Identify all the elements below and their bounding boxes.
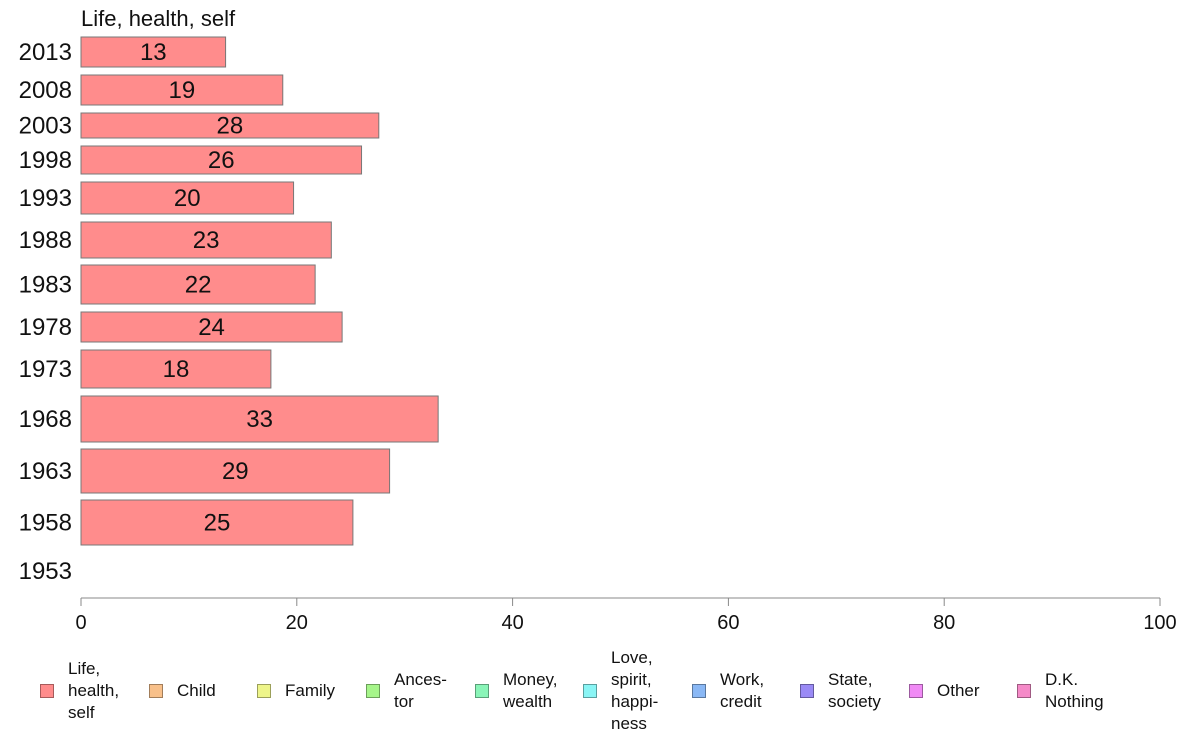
data-label: 24 bbox=[198, 314, 225, 341]
y-tick-label: 1968 bbox=[19, 406, 72, 433]
bar bbox=[80, 311, 343, 343]
bar-chart: 2013 13 2008 19 2003 28 1998 26 1993 20 1988 23 1983… bbox=[19, 36, 1177, 634]
legend-swatch bbox=[1017, 683, 1031, 698]
legend-label: Work, credit bbox=[720, 669, 765, 711]
legend-swatch bbox=[149, 683, 163, 698]
legend-label: State, society bbox=[828, 669, 881, 711]
legend-swatch bbox=[800, 683, 814, 698]
legend-item: Family bbox=[257, 645, 335, 736]
bar bbox=[80, 112, 380, 139]
bar bbox=[80, 448, 391, 494]
legend-swatch bbox=[583, 683, 597, 698]
legend-label: Love, spirit, happi- ness bbox=[611, 647, 659, 733]
data-label: 33 bbox=[246, 406, 273, 433]
bar bbox=[80, 181, 295, 215]
legend-swatch bbox=[40, 683, 54, 698]
legend-item: Child bbox=[149, 645, 216, 736]
bar bbox=[80, 36, 227, 68]
legend-item: Money, wealth bbox=[475, 645, 558, 736]
y-tick-label: 1953 bbox=[19, 558, 72, 585]
data-label: 22 bbox=[185, 272, 212, 299]
legend-swatch bbox=[909, 683, 923, 698]
bar bbox=[80, 499, 354, 546]
y-tick-label: 1963 bbox=[19, 458, 72, 485]
bar bbox=[80, 145, 363, 175]
x-tick-label: 80 bbox=[933, 612, 955, 634]
y-tick-label: 1983 bbox=[19, 272, 72, 299]
data-label: 29 bbox=[222, 458, 249, 485]
x-tick-label: 20 bbox=[286, 612, 308, 634]
legend-swatch bbox=[692, 683, 706, 698]
legend-label: Family bbox=[285, 680, 336, 700]
data-label: 23 bbox=[193, 227, 220, 254]
legend-label: Ances- tor bbox=[394, 669, 447, 711]
bar bbox=[80, 395, 439, 443]
bar bbox=[80, 349, 272, 389]
y-tick-label: 1978 bbox=[19, 314, 72, 341]
legend-label: Life, health, self bbox=[68, 658, 120, 722]
legend-item: Love, spirit, happi- ness bbox=[583, 645, 658, 736]
y-tick-label: 1993 bbox=[19, 185, 72, 212]
y-tick-label: 1973 bbox=[19, 356, 72, 383]
bar bbox=[80, 264, 316, 305]
data-label: 13 bbox=[140, 39, 167, 66]
data-label: 25 bbox=[204, 510, 231, 537]
legend-item: D.K. Nothing bbox=[1017, 645, 1104, 736]
y-tick-label: 1988 bbox=[19, 227, 72, 254]
bar bbox=[80, 221, 332, 259]
legend-item: State, society bbox=[800, 645, 881, 736]
legend-label: D.K. Nothing bbox=[1045, 669, 1104, 711]
legend-swatch bbox=[475, 683, 489, 698]
data-label: 20 bbox=[174, 185, 201, 212]
legend-label: Child bbox=[177, 680, 216, 700]
panel-title: Life, health, self bbox=[81, 6, 236, 31]
y-tick-label: 2008 bbox=[19, 77, 72, 104]
legend-swatch bbox=[366, 683, 380, 698]
legend-swatch bbox=[257, 683, 271, 698]
x-tick-label: 100 bbox=[1143, 612, 1176, 634]
legend-item: Work, credit bbox=[692, 645, 764, 736]
y-tick-label: 1958 bbox=[19, 510, 72, 537]
data-label: 28 bbox=[217, 113, 244, 140]
legend: Life, health, self Child Family Ances- tor M… bbox=[0, 645, 1188, 736]
bar bbox=[80, 74, 284, 106]
y-tick-label: 2013 bbox=[19, 39, 72, 66]
data-label: 26 bbox=[208, 147, 235, 174]
data-label: 18 bbox=[163, 356, 190, 383]
y-tick-label: 2003 bbox=[19, 113, 72, 140]
x-tick-label: 0 bbox=[75, 612, 86, 634]
x-tick-label: 60 bbox=[717, 612, 739, 634]
legend-label: Money, wealth bbox=[503, 669, 558, 711]
legend-item: Ances- tor bbox=[366, 645, 447, 736]
legend-item: Other bbox=[909, 645, 980, 736]
legend-label: Other bbox=[937, 680, 980, 700]
data-label: 19 bbox=[169, 77, 196, 104]
y-tick-label: 1998 bbox=[19, 147, 72, 174]
x-tick-label: 40 bbox=[501, 612, 523, 634]
legend-item: Life, health, self bbox=[40, 645, 119, 736]
